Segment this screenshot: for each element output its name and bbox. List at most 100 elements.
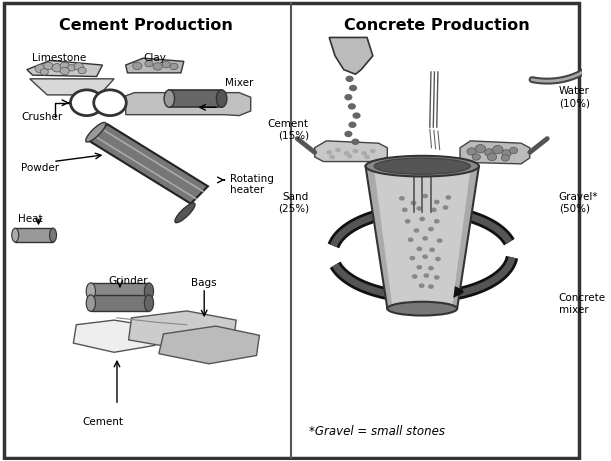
- Text: *Gravel = small stones: *Gravel = small stones: [309, 426, 445, 438]
- Circle shape: [345, 131, 353, 137]
- Circle shape: [434, 275, 440, 280]
- Circle shape: [422, 236, 428, 241]
- Circle shape: [348, 103, 356, 110]
- Circle shape: [170, 63, 178, 70]
- Circle shape: [361, 151, 367, 155]
- Polygon shape: [90, 124, 208, 204]
- Circle shape: [475, 145, 486, 153]
- Circle shape: [492, 146, 503, 154]
- Circle shape: [429, 248, 435, 252]
- Polygon shape: [460, 141, 530, 164]
- Circle shape: [68, 65, 76, 71]
- Polygon shape: [315, 141, 387, 161]
- Circle shape: [40, 69, 48, 75]
- Ellipse shape: [144, 283, 153, 300]
- Ellipse shape: [175, 203, 195, 223]
- Ellipse shape: [375, 158, 470, 174]
- Polygon shape: [126, 93, 251, 116]
- Circle shape: [510, 148, 518, 154]
- Circle shape: [434, 200, 440, 204]
- Circle shape: [428, 284, 434, 289]
- Circle shape: [351, 139, 359, 145]
- Text: Gravel*
(50%): Gravel* (50%): [559, 192, 598, 214]
- Circle shape: [428, 227, 434, 231]
- Circle shape: [501, 154, 510, 161]
- Circle shape: [345, 94, 353, 100]
- Circle shape: [417, 206, 422, 211]
- Circle shape: [93, 90, 126, 116]
- Circle shape: [502, 150, 511, 157]
- Ellipse shape: [216, 90, 227, 107]
- Bar: [169, 90, 222, 107]
- Circle shape: [329, 154, 335, 159]
- Text: Rotating
heater: Rotating heater: [230, 174, 274, 195]
- Circle shape: [153, 63, 163, 70]
- Ellipse shape: [387, 302, 457, 315]
- Text: Powder: Powder: [21, 164, 59, 173]
- Text: Bags: Bags: [191, 278, 217, 288]
- Polygon shape: [27, 60, 103, 77]
- Circle shape: [485, 149, 494, 156]
- Circle shape: [472, 154, 480, 160]
- Ellipse shape: [365, 156, 479, 177]
- Bar: [91, 283, 149, 300]
- Text: Cement: Cement: [82, 417, 123, 426]
- Circle shape: [145, 60, 153, 67]
- Circle shape: [370, 149, 376, 154]
- Circle shape: [411, 201, 417, 205]
- Circle shape: [44, 62, 53, 70]
- Circle shape: [417, 265, 422, 270]
- Ellipse shape: [164, 90, 175, 107]
- Circle shape: [434, 219, 440, 224]
- Text: Grinder: Grinder: [109, 276, 148, 286]
- Text: Crusher: Crusher: [21, 112, 62, 122]
- Circle shape: [52, 64, 62, 72]
- Text: Concrete
mixer: Concrete mixer: [559, 293, 606, 315]
- Polygon shape: [30, 79, 114, 95]
- Polygon shape: [159, 326, 260, 364]
- Circle shape: [467, 148, 477, 155]
- Circle shape: [422, 254, 428, 259]
- Circle shape: [74, 63, 83, 70]
- Circle shape: [60, 67, 69, 75]
- Circle shape: [414, 228, 419, 233]
- Circle shape: [412, 274, 417, 279]
- Text: Cement
(15%): Cement (15%): [268, 118, 309, 140]
- Polygon shape: [375, 171, 470, 304]
- Circle shape: [163, 61, 170, 68]
- Circle shape: [335, 148, 341, 153]
- Circle shape: [428, 266, 434, 271]
- Circle shape: [399, 196, 404, 201]
- Circle shape: [326, 150, 332, 154]
- Circle shape: [353, 149, 358, 154]
- Circle shape: [349, 85, 357, 91]
- Text: Cement Production: Cement Production: [59, 18, 233, 34]
- Ellipse shape: [12, 228, 19, 242]
- Text: Mixer: Mixer: [225, 78, 253, 89]
- Circle shape: [402, 207, 408, 212]
- Ellipse shape: [49, 228, 56, 242]
- Polygon shape: [365, 166, 479, 308]
- Circle shape: [353, 112, 360, 119]
- Circle shape: [78, 67, 86, 74]
- Text: Concrete Production: Concrete Production: [344, 18, 530, 34]
- Circle shape: [60, 62, 69, 70]
- Polygon shape: [329, 37, 373, 74]
- Circle shape: [408, 237, 414, 242]
- Ellipse shape: [86, 123, 106, 142]
- Circle shape: [417, 247, 422, 251]
- Bar: [15, 228, 53, 242]
- Text: Clay: Clay: [144, 53, 166, 63]
- Circle shape: [404, 219, 411, 224]
- Circle shape: [409, 256, 415, 260]
- Text: Heat: Heat: [18, 213, 43, 224]
- Polygon shape: [73, 320, 158, 352]
- Circle shape: [419, 284, 425, 288]
- Ellipse shape: [86, 283, 95, 300]
- Circle shape: [364, 154, 370, 159]
- Circle shape: [133, 62, 142, 70]
- Circle shape: [70, 90, 103, 116]
- Circle shape: [422, 194, 428, 198]
- Circle shape: [431, 207, 437, 212]
- Text: Limestone: Limestone: [32, 53, 86, 63]
